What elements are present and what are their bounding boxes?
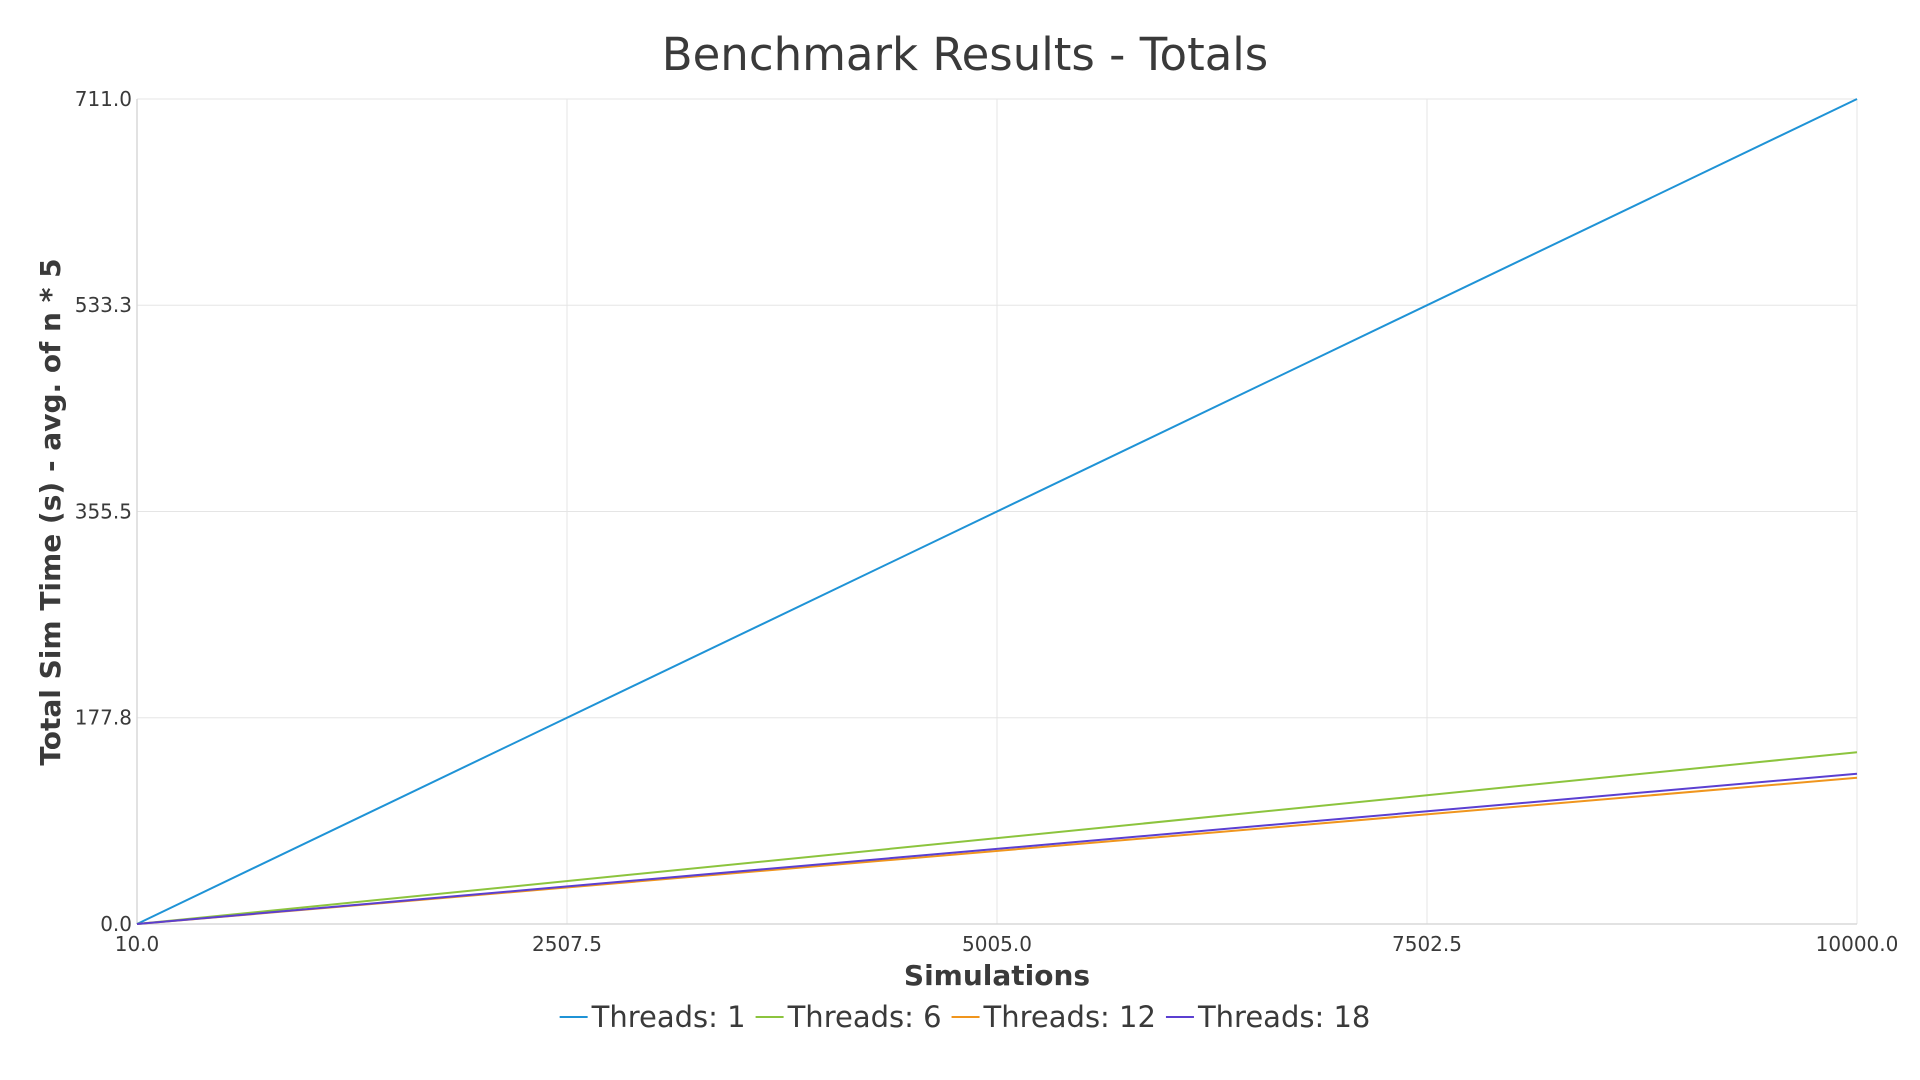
legend: Threads: 1 Threads: 6 Threads: 12 Threads: …	[559, 1000, 1370, 1034]
legend-label: Threads: 6	[787, 1000, 942, 1034]
x-tick-label: 5005.0	[962, 932, 1032, 956]
series-line-2	[136, 751, 1858, 925]
legend-label: Threads: 18	[1197, 1000, 1370, 1034]
x-tick-label: 10.0	[115, 932, 160, 956]
series-line-1	[136, 98, 1858, 925]
chart-title: Benchmark Results - Totals	[662, 28, 1269, 81]
legend-item[interactable]: Threads: 1	[559, 1000, 746, 1034]
series-lines	[136, 98, 1858, 925]
x-tick-label: 10000.0	[1816, 932, 1899, 956]
y-tick-label: 355.5	[75, 500, 132, 524]
tick-labels: 10.0 2507.5 5005.0 7502.5 10000.0 0.0 177.8 355…	[75, 87, 1899, 956]
y-tick-label: 533.3	[75, 293, 132, 317]
series-line-4	[136, 772, 1858, 925]
legend-item[interactable]: Threads: 12	[951, 1000, 1156, 1034]
legend-label: Threads: 1	[591, 1000, 746, 1034]
y-tick-label: 711.0	[75, 87, 132, 111]
legend-label: Threads: 12	[983, 1000, 1156, 1034]
y-tick-label: 0.0	[100, 912, 132, 936]
x-axis-label: Simulations	[904, 959, 1090, 992]
x-tick-label: 2507.5	[532, 932, 602, 956]
legend-item[interactable]: Threads: 18	[1165, 1000, 1370, 1034]
x-tick-label: 7502.5	[1392, 932, 1462, 956]
legend-item[interactable]: Threads: 6	[755, 1000, 942, 1034]
y-tick-label: 177.8	[75, 706, 132, 730]
y-axis-label: Total Sim Time (s) - avg. of n * 5	[34, 258, 67, 765]
axes	[136, 99, 1857, 925]
